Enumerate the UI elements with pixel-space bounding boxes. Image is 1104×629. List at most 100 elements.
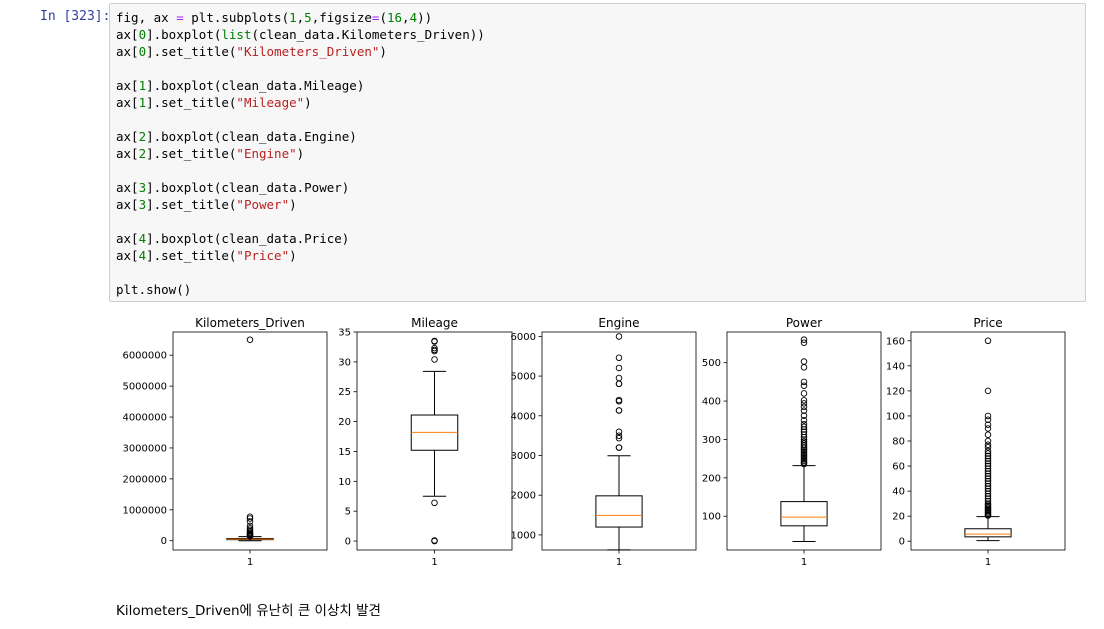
outlier-point — [984, 452, 992, 460]
outlier-point — [984, 412, 992, 420]
code-token: )) — [417, 10, 433, 25]
outlier-point — [800, 460, 808, 468]
outlier-point — [984, 437, 992, 445]
outlier-point — [800, 407, 808, 414]
code-token: 3 — [138, 180, 147, 195]
code-token: ].set_title( — [146, 197, 237, 212]
code-token: , — [402, 10, 410, 25]
code-token: ax[ — [116, 248, 139, 263]
outlier-point — [984, 441, 992, 449]
outlier-point — [984, 480, 992, 487]
code-token: 1 — [138, 95, 147, 110]
code-token: ax[ — [116, 78, 139, 93]
y-tick-label: 140 — [886, 361, 905, 372]
outlier-point — [800, 412, 808, 419]
outlier-point — [984, 416, 992, 423]
axes-frame — [172, 331, 328, 551]
x-tick-label: 1 — [431, 557, 437, 568]
y-tick-label: 10 — [338, 477, 351, 488]
outlier-point — [246, 515, 254, 522]
code-line: ax[1].set_title("Mileage") — [116, 94, 485, 111]
code-token: ,figsize — [311, 10, 372, 25]
y-tick-label: 0 — [899, 537, 905, 548]
code-token: ( — [379, 10, 387, 25]
code-token: ax[ — [116, 95, 139, 110]
outlier-point — [246, 532, 254, 540]
outlier-point — [984, 492, 992, 500]
code-token: "Power" — [236, 197, 290, 212]
outlier-point — [431, 499, 438, 507]
y-tick-label: 1000000 — [122, 505, 167, 516]
code-token: (clean_data.Kilometers_Driven)) — [251, 27, 485, 42]
outlier-point — [246, 518, 254, 525]
outlier-point — [984, 470, 992, 477]
code-token: ].boxplot(clean_data.Price) — [146, 231, 350, 246]
y-tick-label: 4000 — [511, 411, 536, 422]
outlier-point — [246, 336, 254, 343]
outlier-point — [615, 333, 623, 340]
code-token: , — [296, 10, 305, 25]
subplot-4: Price 0 20 40 60 80 100 120 140 160 1 — [886, 316, 1066, 568]
code-token: "Price" — [236, 248, 290, 263]
y-tick-label: 6000000 — [122, 351, 167, 362]
outlier-point — [984, 472, 992, 480]
code-token: ].set_title( — [146, 146, 237, 161]
outlier-point — [615, 407, 623, 414]
markdown-note: Kilometers_Driven에 유난히 큰 이상치 발견 — [116, 603, 381, 619]
y-tick-label: 0 — [161, 536, 167, 547]
subplot-title: Mileage — [411, 316, 458, 330]
code-token: ) — [296, 146, 305, 161]
outlier-point — [984, 455, 992, 462]
outlier-point — [984, 465, 992, 472]
outlier-point — [800, 336, 808, 343]
code-token: ].boxplot(clean_data.Power) — [146, 180, 350, 195]
code-token: = — [371, 10, 380, 25]
outlier-point — [431, 537, 438, 545]
outlier-point — [800, 433, 808, 441]
outlier-point — [431, 344, 438, 352]
code-token: ax[ — [116, 129, 139, 144]
outlier-point — [615, 374, 623, 382]
code-line: ax[0].set_title("Kilometers_Driven") — [116, 43, 485, 60]
x-tick-label: 1 — [616, 557, 622, 568]
code-token: ) — [379, 44, 387, 59]
code-line: ax[1].boxplot(clean_data.Mileage) — [116, 77, 485, 94]
y-tick-label: 100 — [702, 512, 721, 523]
code-token: ].boxplot( — [146, 27, 222, 42]
outlier-point — [431, 347, 438, 355]
outlier-point — [984, 467, 992, 475]
y-tick-label: 2000000 — [122, 474, 167, 485]
code-line: ax[3].boxplot(clean_data.Power) — [116, 179, 485, 196]
code-line: ax[0].boxplot(list(clean_data.Kilometers… — [116, 26, 485, 43]
code-token: 0 — [138, 27, 147, 42]
code-cell[interactable]: fig, ax = plt.subplots(1,5,figsize=(16,4… — [109, 3, 1086, 302]
outlier-point — [800, 382, 808, 389]
code-editor[interactable]: fig, ax = plt.subplots(1,5,figsize=(16,4… — [116, 9, 485, 298]
y-tick-label: 40 — [892, 487, 905, 498]
y-tick-label: 5000 — [511, 372, 536, 383]
y-tick-label: 3000 — [511, 451, 536, 462]
outlier-point — [984, 485, 992, 492]
code-line: ax[4].set_title("Price") — [116, 247, 485, 264]
axes-frame — [356, 331, 513, 551]
outlier-point — [800, 358, 808, 365]
outlier-point — [984, 444, 992, 451]
code-token: ].set_title( — [146, 44, 237, 59]
outlier-point — [615, 380, 623, 388]
outlier-point — [800, 397, 808, 404]
code-token: plt.show() — [116, 282, 192, 297]
code-token: ) — [304, 95, 312, 110]
axes-frame — [726, 331, 882, 551]
outlier-point — [800, 403, 808, 411]
outlier-point — [984, 482, 992, 490]
code-token: ) — [289, 197, 297, 212]
code-line — [116, 264, 485, 281]
outlier-point — [615, 397, 623, 405]
outlier-point — [246, 513, 254, 521]
axes-frame — [910, 331, 1066, 551]
code-token: 1 — [289, 10, 297, 25]
axes-frame — [541, 331, 697, 551]
outlier-point — [800, 426, 808, 433]
outlier-point — [984, 450, 992, 457]
outlier-point — [615, 432, 623, 439]
